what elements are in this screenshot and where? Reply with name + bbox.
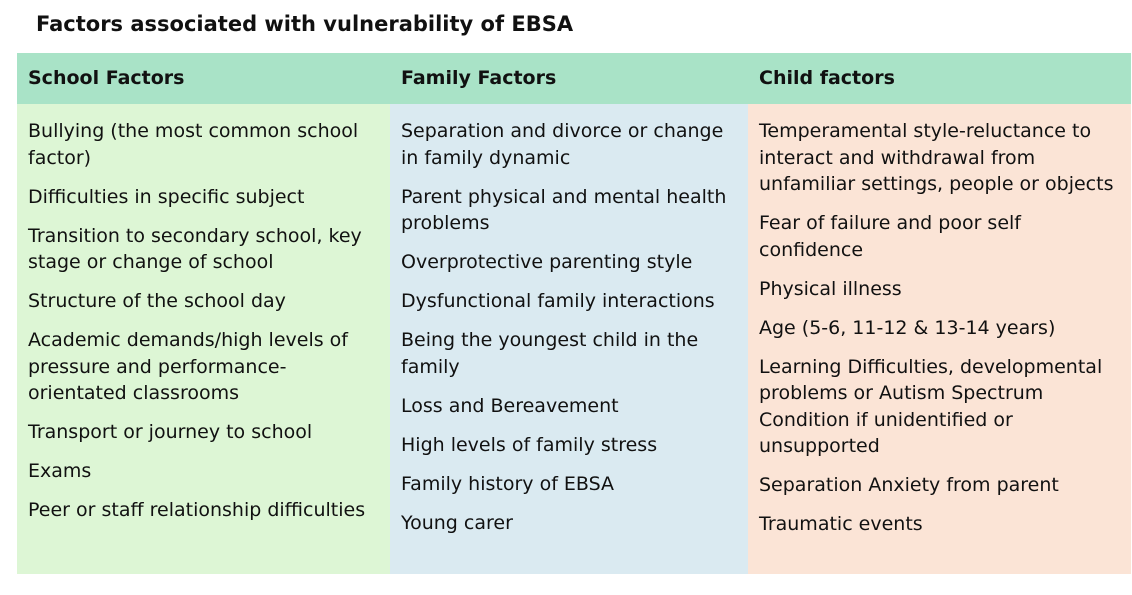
factor-item: Temperamental style-reluctance to intera… (759, 120, 1114, 195)
factor-item: Being the youngest child in the family (401, 329, 699, 378)
factor-item: Difficulties in specific subject (28, 185, 305, 208)
factor-item: Young carer (401, 511, 513, 534)
factor-item: Transport or journey to school (28, 421, 313, 443)
factor-item: Dysfunctional family interactions (401, 290, 715, 312)
factor-item: Separation and divorce or change in fami… (401, 120, 724, 169)
factor-item: Family history of EBSA (401, 472, 615, 495)
factor-item: High levels of family stress (401, 433, 658, 456)
factor-item: Academic demands/high levels of pressure… (28, 329, 348, 404)
column-heading: Child factors (748, 53, 1131, 104)
factor-item: Transition to secondary school, key stag… (28, 224, 362, 274)
factor-item: Bullying (the most common school factor) (28, 120, 359, 169)
factor-item: Structure of the school day (28, 290, 286, 312)
factor-item: Parent physical and mental health proble… (401, 185, 727, 235)
factor-item: Fear of failure and poor self confidence (759, 212, 1021, 261)
factor-item: Traumatic events (759, 513, 923, 535)
factor-item: Exams (28, 460, 92, 482)
factor-item: Overprotective parenting style (401, 251, 693, 273)
factor-item: Peer or staff relationship difficulties (28, 499, 366, 521)
factor-item: Age (5-6, 11-12 & 13-14 years) (759, 316, 1056, 339)
factor-item: Physical illness (759, 277, 902, 300)
title: Factors associated with vulnerability of… (36, 12, 574, 36)
column: School Factors Bullying (the most common … (17, 53, 390, 574)
column: Child factors Temperamental style-relucta… (748, 53, 1131, 574)
column-body: Temperamental style-reluctance to intera… (748, 104, 1131, 574)
factors-table: School Factors Bullying (the most common … (17, 53, 1131, 574)
column: Family Factors Separation and divorce or … (390, 53, 748, 574)
factor-item: Learning Difficulties, developmental pro… (759, 355, 1103, 458)
column-heading: School Factors (17, 53, 390, 104)
factor-item: Loss and Bereavement (401, 394, 619, 417)
column-heading: Family Factors (390, 53, 748, 104)
column-body: Bullying (the most common school factor)… (17, 104, 390, 574)
column-body: Separation and divorce or change in fami… (390, 104, 748, 574)
factor-item: Separation Anxiety from parent (759, 474, 1059, 496)
